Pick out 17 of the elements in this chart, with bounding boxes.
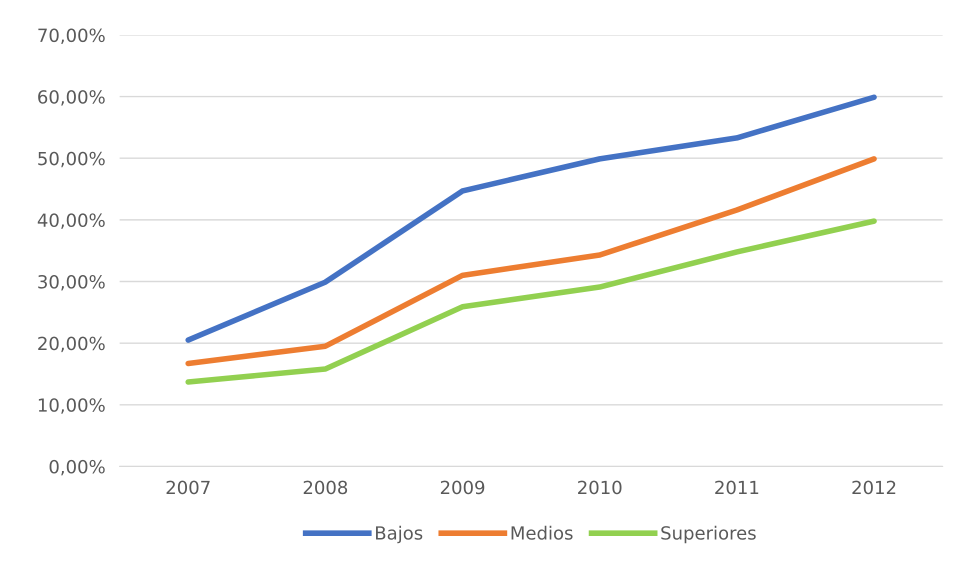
y-tick-label: 60,00% bbox=[38, 90, 105, 106]
legend-label: Bajos bbox=[376, 526, 422, 544]
legend-label: Superiores bbox=[661, 526, 756, 544]
y-tick-label: 0,00% bbox=[50, 460, 105, 476]
y-tick-label: 70,00% bbox=[38, 28, 105, 44]
y-tick-label: 10,00% bbox=[38, 398, 105, 414]
y-tick-label: 20,00% bbox=[38, 336, 105, 352]
x-tick-label: 2011 bbox=[715, 480, 758, 494]
y-tick-label: 50,00% bbox=[38, 152, 105, 168]
x-tick-label: 2009 bbox=[440, 480, 484, 494]
x-tick-label: 2010 bbox=[578, 480, 622, 494]
legend-label: Medios bbox=[512, 526, 573, 540]
y-tick-label: 30,00% bbox=[38, 274, 105, 290]
x-tick-label: 2007 bbox=[166, 480, 210, 494]
y-tick-label: 40,00% bbox=[38, 213, 105, 229]
x-tick-label: 2008 bbox=[304, 480, 348, 494]
x-tick-label: 2012 bbox=[852, 480, 896, 494]
